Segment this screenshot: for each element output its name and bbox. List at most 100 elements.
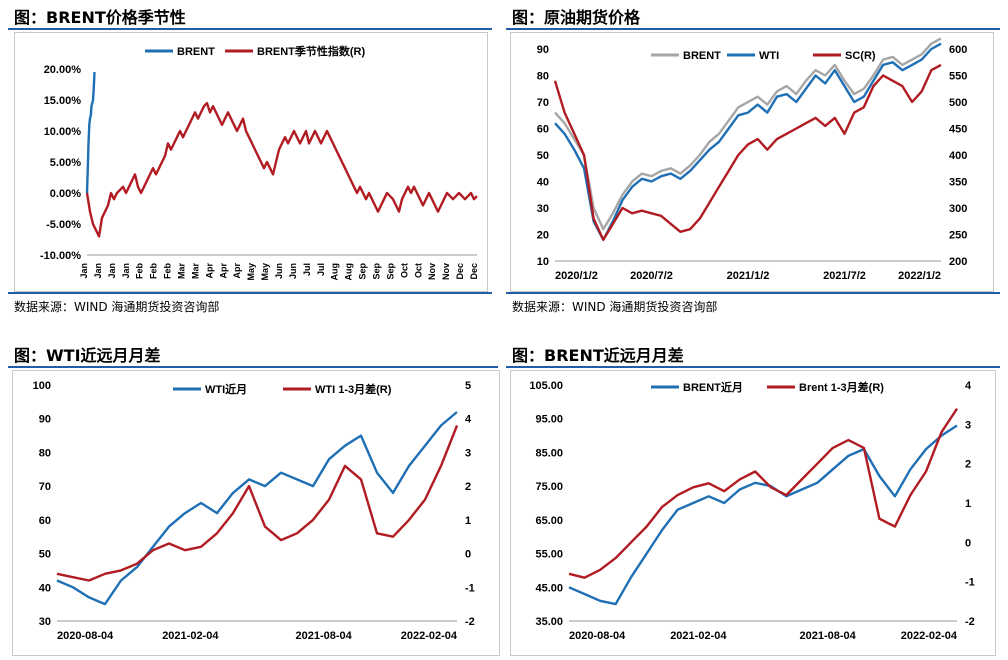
y2-tick-label: 450 (949, 124, 967, 136)
x-tick-label: 2020/1/2 (555, 270, 598, 282)
x-tick-label: 2020-08-04 (569, 630, 626, 642)
legend-label: SC(R) (845, 50, 876, 62)
chart-crude-futures: 90 80 70 60 50 40 30 20 10 600 550 500 450 400 350 300 2… (537, 37, 967, 282)
x-tick-label: 2022/1/2 (898, 270, 941, 282)
y-tick-label: 105.00 (529, 380, 563, 392)
y-tick-label: 30 (537, 203, 549, 215)
x-tick-label: Aug (330, 263, 340, 281)
y2-tick-label: 0 (965, 537, 971, 549)
panel-crude-futures: 图：原油期货价格 90 80 70 60 50 40 30 20 10 600 550 500 450 4… (506, 4, 1000, 316)
legend-label: WTI近月 (205, 382, 247, 396)
series-line (554, 42, 942, 242)
y-tick-label: 70 (39, 481, 51, 493)
y-tick-label: 90 (537, 44, 549, 56)
panel-title: 图：BRENT近远月月差 (512, 346, 684, 365)
y2-tick-label: 2 (465, 481, 471, 493)
x-tick-label: 2022-02-04 (401, 630, 458, 642)
y-tick-label: 45.00 (535, 582, 563, 594)
panel-title: 图：原油期货价格 (512, 8, 641, 27)
source-rule (506, 292, 1000, 294)
source-note: 数据来源：WIND 海通期货投资咨询部 (512, 300, 718, 314)
y-tick-label: -10.00% (40, 250, 81, 262)
x-tick-label: Sep (358, 263, 368, 280)
x-tick-label: Feb (135, 263, 145, 280)
panel-title: 图：BRENT价格季节性 (14, 8, 186, 27)
legend-label: WTI (759, 50, 779, 62)
y2-tick-label: -1 (965, 577, 975, 589)
x-tick-label: 2021/1/2 (727, 270, 770, 282)
legend-label: BRENT季节性指数(R) (257, 44, 365, 58)
x-tick-label: Oct (399, 263, 409, 278)
x-tick-label: Jul (302, 263, 312, 276)
y2-tick-label: 5 (465, 380, 471, 392)
y-tick-label: 100 (33, 380, 51, 392)
x-tick-label: Jun (288, 263, 298, 279)
x-tick-label: Jan (93, 263, 103, 279)
title-rule (506, 28, 1000, 30)
y-tick-label: 80 (39, 447, 51, 459)
y-tick-label: 30 (39, 616, 51, 628)
chart-brent-spread: 105.00 95.00 85.00 75.00 65.00 55.00 45.00 35.0… (529, 380, 975, 642)
y2-tick-label: 1 (965, 498, 971, 510)
x-tick-label: 2020/7/2 (630, 270, 673, 282)
x-tick-label: 2021-08-04 (800, 630, 857, 642)
y-tick-label: 75.00 (535, 481, 563, 493)
chart-frame: 90 80 70 60 50 40 30 20 10 600 550 500 450 400 350 300 2… (510, 32, 994, 292)
x-tick-label: May (260, 263, 270, 281)
y2-tick-label: 300 (949, 203, 967, 215)
y-tick-label: 5.00% (50, 157, 81, 169)
y2-tick-label: 350 (949, 177, 967, 189)
panel-brent-seasonality: 图：BRENT价格季节性 20.00% 15.00% 10.00% 5.00% 0.00… (8, 4, 492, 316)
title-rule (8, 366, 498, 368)
title-rule (506, 366, 1000, 368)
x-tick-label: 2021-08-04 (296, 630, 353, 642)
y-tick-label: 70 (537, 97, 549, 109)
y-tick-label: 15.00% (44, 95, 82, 107)
y2-tick-label: 550 (949, 71, 967, 83)
panel-wti-spread: 图：WTI近远月月差 100 90 80 70 60 50 40 30 5 4 3 2 1 0 -1 -2 20… (8, 342, 500, 656)
y2-tick-label: 400 (949, 150, 967, 162)
y2-tick-label: 500 (949, 97, 967, 109)
y-tick-label: 50 (537, 150, 549, 162)
x-tick-label: Jun (274, 263, 284, 279)
y-tick-label: 80 (537, 71, 549, 83)
y2-tick-label: 600 (949, 44, 967, 56)
x-tick-label: 2021-02-04 (162, 630, 219, 642)
panel-brent-spread: 图：BRENT近远月月差 105.00 95.00 85.00 75.00 65.00 5… (506, 342, 1000, 656)
y2-tick-label: -2 (965, 616, 975, 628)
legend-label: BRENT (683, 50, 721, 62)
x-tick-label: Dec (469, 263, 479, 280)
x-tick-label: Mar (177, 263, 187, 280)
chart-frame: 105.00 95.00 85.00 75.00 65.00 55.00 45.00 35.0… (510, 370, 996, 656)
y2-tick-label: 2 (965, 459, 971, 471)
chart-frame: 100 90 80 70 60 50 40 30 5 4 3 2 1 0 -1 -2 2020-08-04 202… (12, 370, 500, 656)
series-line (568, 424, 958, 606)
x-tick-label: Mar (190, 263, 200, 280)
series-line (56, 425, 459, 582)
y-tick-label: 55.00 (535, 549, 563, 561)
y-tick-label: -5.00% (46, 219, 81, 231)
x-tick-label: Jan (79, 263, 89, 279)
y2-tick-label: 3 (965, 419, 971, 431)
y-tick-label: 60 (537, 124, 549, 136)
series-line (56, 411, 458, 606)
x-tick-label: Oct (413, 263, 423, 278)
y-tick-label: 40 (537, 177, 549, 189)
series-line (85, 72, 96, 194)
series-line (554, 37, 942, 231)
legend-label: Brent 1-3月差(R) (799, 380, 884, 394)
chart-frame: 20.00% 15.00% 10.00% 5.00% 0.00% -5.00% -10.00… (14, 32, 488, 292)
x-tick-label: Jan (121, 263, 131, 279)
y-tick-label: 95.00 (535, 414, 563, 426)
series-line (568, 407, 959, 579)
title-rule (8, 28, 492, 30)
y-tick-label: 35.00 (535, 616, 563, 628)
x-tick-label: Sep (372, 263, 382, 280)
legend-label: BRENT (177, 46, 215, 58)
x-tick-label: Jan (107, 263, 117, 279)
chart-wti-spread: 100 90 80 70 60 50 40 30 5 4 3 2 1 0 -1 -2 2020-08-04 202… (33, 380, 475, 642)
x-tick-label: 2020-08-04 (57, 630, 114, 642)
x-tick-label: Nov (441, 263, 451, 280)
y-tick-label: 50 (39, 549, 51, 561)
y-tick-label: 0.00% (50, 188, 81, 200)
